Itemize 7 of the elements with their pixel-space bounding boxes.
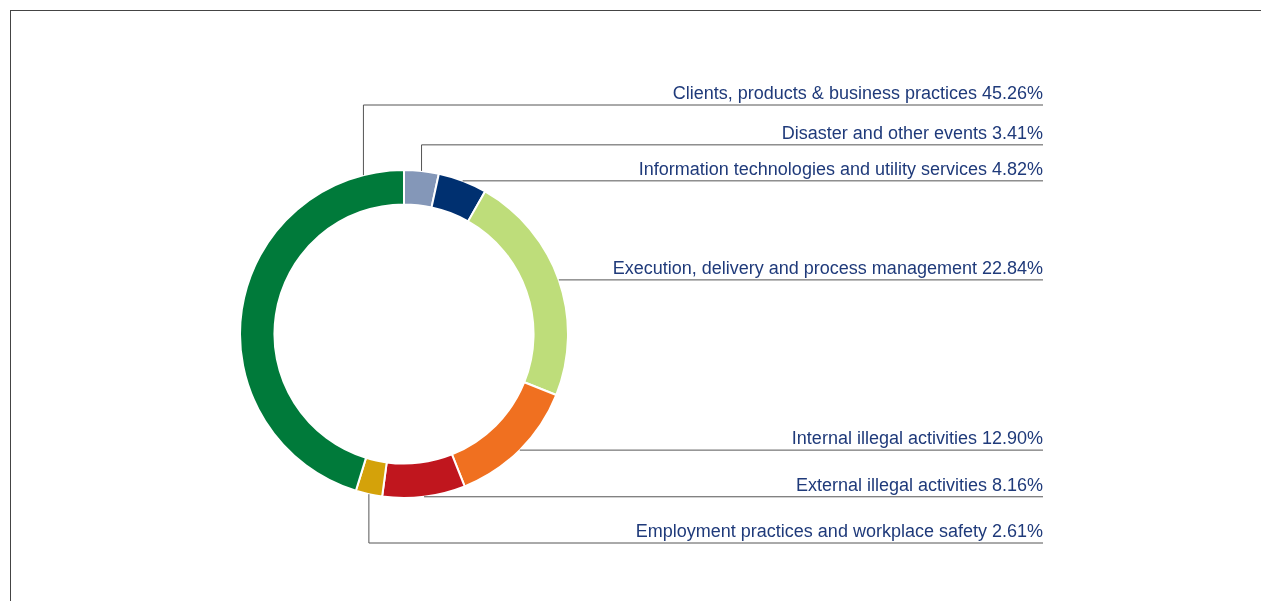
- slice-label: Clients, products & business practices 45.26%: [672, 83, 1043, 103]
- slice-label: Employment practices and workplace safety 2.61%: [635, 521, 1043, 541]
- slice-label: Internal illegal activities 12.90%: [791, 428, 1043, 449]
- slice-label: Execution, delivery and process management 22.84%: [612, 257, 1043, 278]
- slice-label: External illegal activities 8.16%: [795, 474, 1043, 495]
- slice-label: Information technologies and utility services 4.82%: [638, 158, 1043, 179]
- slice-label: Disaster and other events 3.41%: [781, 122, 1043, 143]
